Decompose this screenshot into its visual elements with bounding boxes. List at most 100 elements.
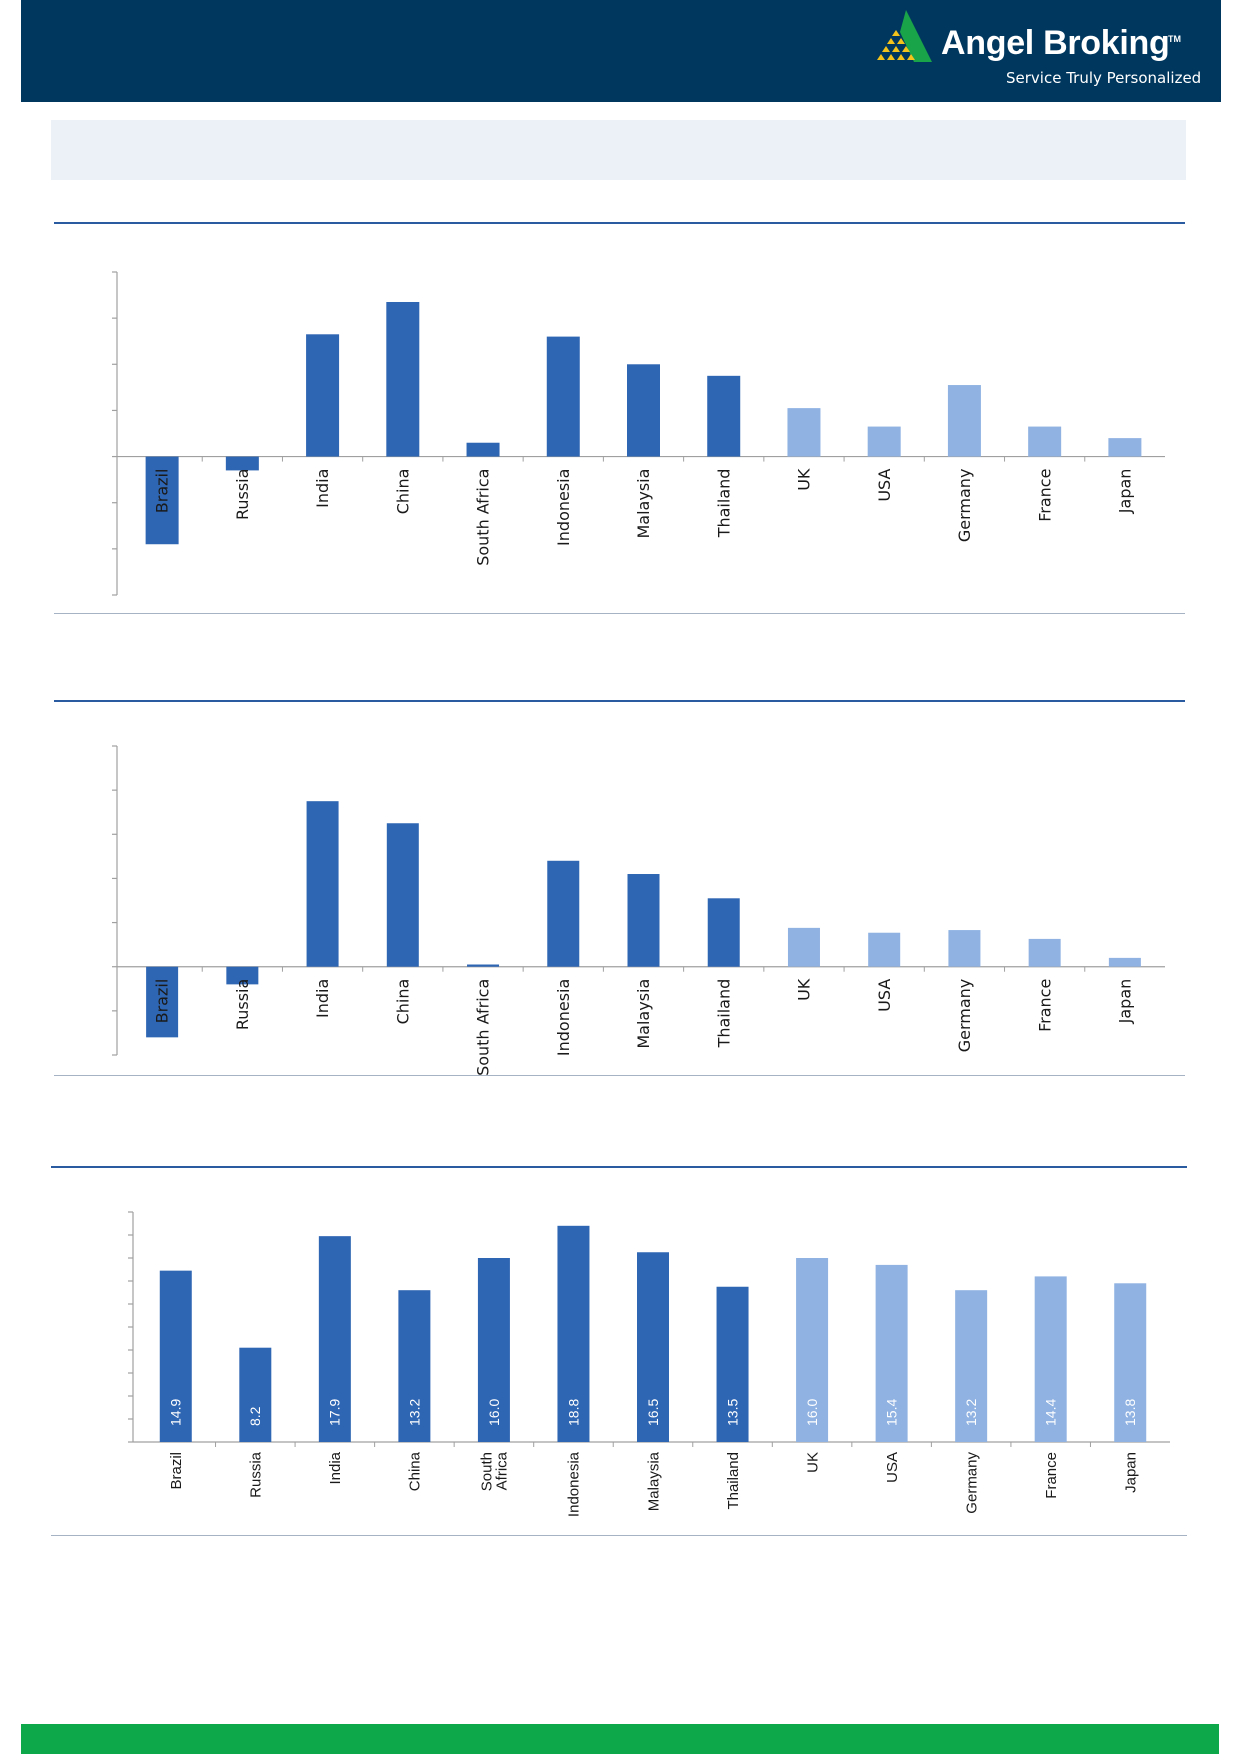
bar-usa [868,932,901,967]
x-tick-label: Russia [233,979,252,1030]
x-tick-label: France [1043,1452,1060,1499]
x-tick-label: India [313,979,332,1018]
x-tick-label: Russia [248,1451,265,1498]
data-label: 8.2 [247,1406,263,1426]
x-tick-label: USA [875,469,894,502]
chart-1-bottom-rule [54,613,1185,614]
data-label: 13.2 [963,1399,979,1426]
x-tick-label: UK [804,1452,821,1473]
data-label: 14.9 [168,1399,184,1426]
bar-indonesia [546,336,580,457]
x-tick-label: SouthAfrica [479,1451,511,1491]
bar-france [1034,1276,1067,1442]
x-tick-label: Indonesia [554,979,573,1056]
bar-south-africa [466,442,500,457]
bar-usa [867,426,901,457]
data-label: 13.5 [724,1399,740,1426]
bar-japan [1108,957,1141,967]
bar-thailand [716,1286,749,1442]
data-label: 17.9 [327,1399,343,1426]
x-tick-label: Japan [1115,979,1134,1025]
bar-indonesia [547,860,580,967]
data-label: 16.5 [645,1399,661,1426]
x-tick-label: China [407,1451,424,1491]
chart-3-plot: Brazil 14.9 Russia 8.2 India 17.9 China 13.2 Sou… [128,1211,1170,1517]
bar-france [1028,426,1062,457]
x-tick-label: Malaysia [645,1451,662,1511]
x-tick-label: China [393,469,412,515]
bar-india [306,801,339,967]
bar-russia [226,966,259,985]
bar-brazil [159,1270,192,1442]
data-label: 13.2 [406,1399,422,1426]
chart-2-bottom-rule [54,1075,1185,1076]
bar-france [1028,938,1061,967]
x-tick-label: Japan [1115,469,1134,515]
data-label: 16.0 [486,1399,502,1426]
bar-malaysia [627,874,660,967]
x-tick-label: South Africa [474,469,493,566]
chart-2-plot: Brazil Russia India China South Africa Indone… [112,745,1165,1076]
page-footer [21,1724,1219,1754]
x-tick-label: Malaysia [634,469,653,539]
bar-china [398,1290,431,1442]
bar-brazil [145,456,179,545]
x-tick-label: Thailand [725,1452,742,1510]
x-tick-label: India [327,1451,344,1484]
bar-uk [796,1258,829,1442]
chart-3-bottom-rule [51,1535,1187,1536]
bar-malaysia [627,364,660,457]
brand-name: Angel Broking [941,24,1170,62]
bar-uk [787,408,821,457]
bar-india [306,334,340,457]
chart-3-top-rule [51,1166,1187,1168]
data-label: 13.8 [1122,1399,1138,1426]
x-tick-label: Japan [1122,1452,1139,1493]
bar-japan [1114,1283,1147,1442]
page-header: Angel Broking TM Service Truly Personali… [21,0,1221,102]
bar-uk [787,927,820,967]
bar-thailand [707,898,740,967]
x-tick-label: China [393,979,412,1025]
bar-usa [875,1264,908,1442]
bar-brazil [146,966,179,1038]
x-tick-label: South Africa [474,979,493,1076]
bar-south-africa [477,1258,510,1442]
x-tick-label: USA [884,1452,901,1483]
x-tick-label: France [1035,469,1054,522]
title-band [51,120,1186,180]
bar-thailand [707,375,741,457]
x-tick-label: USA [875,979,894,1012]
trademark-mark: TM [1168,34,1181,44]
x-tick-label: Indonesia [566,1451,583,1517]
bar-china [386,301,420,457]
bar-south-africa [467,964,500,967]
x-tick-label: Russia [233,469,252,520]
brand-tagline: Service Truly Personalized [1006,69,1202,87]
data-label: 18.8 [565,1399,581,1426]
bar-germany [948,930,981,967]
pyramid-logo-icon [877,10,932,62]
bar-china [386,823,419,967]
x-tick-label: Germany [955,979,974,1053]
chart-2-top-rule [54,700,1185,702]
bar-russia [225,456,259,471]
x-tick-label: India [313,469,332,508]
x-tick-label: Brazil [168,1452,185,1490]
bar-germany [955,1290,988,1442]
bar-russia [239,1347,272,1442]
x-tick-label: Indonesia [554,469,573,546]
x-tick-label: Malaysia [634,979,653,1049]
bar-malaysia [637,1252,669,1442]
chart-1-plot: Brazil Russia India China South Africa Indone… [112,271,1165,596]
x-tick-label: Brazil [153,469,172,514]
data-label: 16.0 [804,1399,820,1426]
data-label: 15.4 [884,1399,900,1426]
x-tick-label: Thailand [714,979,733,1049]
bar-germany [947,385,981,457]
x-tick-label: Brazil [153,979,172,1024]
x-tick-label: Germany [955,469,974,543]
x-tick-label: UK [795,468,814,491]
chart-1-top-rule [54,222,1185,224]
